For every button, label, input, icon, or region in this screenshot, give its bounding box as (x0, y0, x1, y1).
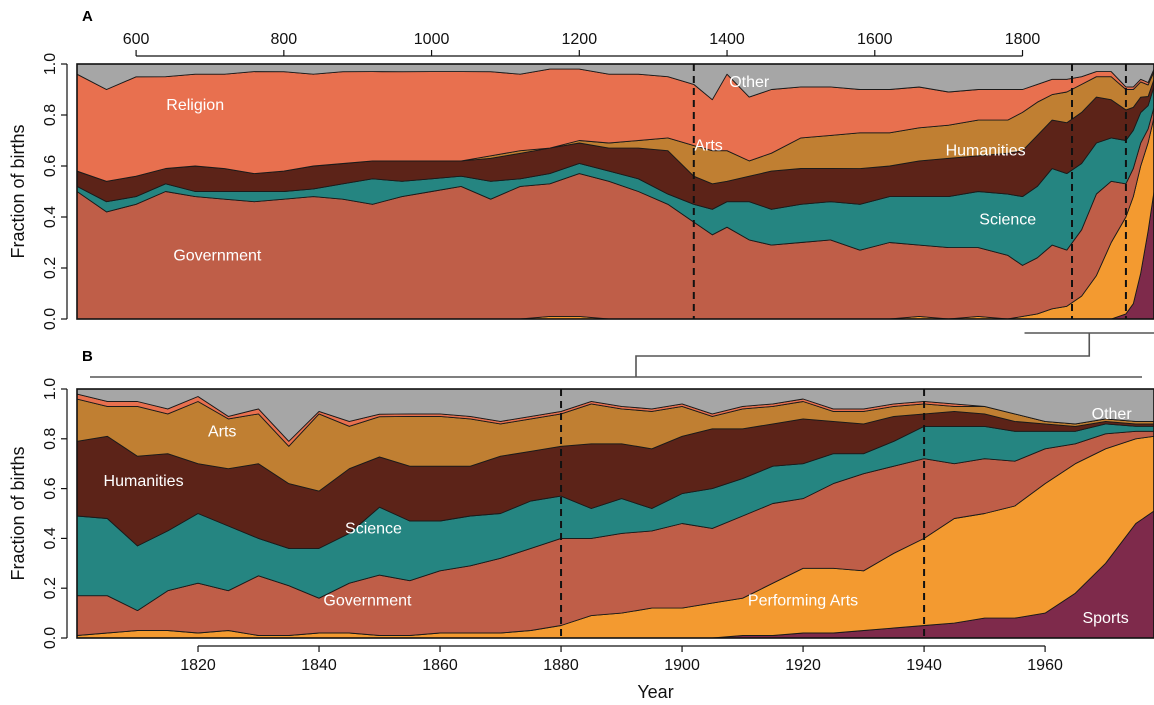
panel-b-x-tick-label-2: 1860 (422, 657, 458, 674)
panel-b-areas (77, 389, 1154, 638)
panel-b-x-axis-title: Year (637, 682, 673, 702)
panel-b-label-performing-arts: Performing Arts (748, 593, 858, 610)
panel-b-y-tick-label-4: 0.8 (42, 428, 59, 450)
panel-b-y-axis-title: Fraction of births (8, 446, 28, 580)
panel-b-x-tick-label-3: 1880 (543, 657, 579, 674)
panel-a-x-tick-label-1: 800 (270, 31, 297, 48)
panel-a-x-tick-label-3: 1200 (562, 31, 598, 48)
panel-b-y-tick-label-2: 0.4 (42, 527, 59, 549)
panel-a-x-tick-label-0: 600 (123, 31, 150, 48)
panel-b-x-tick-label-4: 1900 (664, 657, 700, 674)
panel-b-label-government: Government (323, 593, 412, 610)
panel-b-label-sports: Sports (1082, 610, 1128, 627)
panel-a-label-arts: Arts (694, 138, 722, 155)
panel-b-label-humanities: Humanities (104, 473, 184, 490)
panel-b-y-tick-label-0: 0.0 (42, 627, 59, 649)
panel-a-label: A (82, 8, 93, 25)
panel-a-x-tick-label-2: 1000 (414, 31, 450, 48)
panel-b-y-tick-label-5: 1.0 (42, 378, 59, 400)
zoom-connector-line (90, 332, 1154, 378)
panel-a-chart: Religion Other Arts Humanities Science Govern… (8, 31, 1154, 330)
panel-b-x-tick-label-0: 1820 (180, 657, 216, 674)
panel-a-label-other: Other (729, 74, 770, 91)
panel-b-x-tick-label-6: 1940 (906, 657, 942, 674)
panel-b-area-other (77, 389, 1154, 442)
panel-b-area-sports (77, 510, 1154, 638)
panel-b-x-tick-label-7: 1960 (1027, 657, 1063, 674)
panel-a-y-tick-label-4: 0.8 (42, 104, 59, 126)
panel-b-label-other: Other (1092, 406, 1133, 423)
panel-a-label-humanities: Humanities (946, 143, 1026, 160)
panel-a-y-tick-label-5: 1.0 (42, 53, 59, 75)
panel-a-areas (77, 64, 1154, 319)
panel-a-x-tick-label-4: 1400 (709, 31, 745, 48)
panel-a-area-other (77, 64, 1154, 101)
panel-a-label-government: Government (173, 247, 262, 264)
panel-b-x-tick-label-1: 1840 (301, 657, 337, 674)
panel-b-y-tick-label-1: 0.2 (42, 577, 59, 599)
panel-b-label-science: Science (345, 520, 402, 537)
panel-a-y-tick-label-3: 0.6 (42, 155, 59, 177)
panel-a-x-tick-label-6: 1800 (1005, 31, 1041, 48)
panel-b-chart: Arts Other Humanities Science Government Perf… (8, 378, 1154, 702)
panel-b-label: B (82, 348, 93, 365)
panel-b-x-tick-label-5: 1920 (785, 657, 821, 674)
panel-a-y-axis-title: Fraction of births (8, 124, 28, 258)
panel-a-x-tick-label-5: 1600 (857, 31, 893, 48)
panel-a-y-tick-label-0: 0.0 (42, 308, 59, 330)
zoom-connector-bracket (90, 332, 1154, 378)
panel-a-label-religion: Religion (166, 97, 224, 114)
panel-a-y-tick-label-2: 0.4 (42, 206, 59, 228)
panel-a-frame (76, 63, 1154, 320)
panel-b-label-arts: Arts (208, 423, 236, 440)
panel-a-label-science: Science (979, 212, 1036, 229)
panel-b-y-tick-label-3: 0.6 (42, 477, 59, 499)
panel-a-y-tick-label-1: 0.2 (42, 257, 59, 279)
panel-b-frame (76, 388, 1154, 639)
